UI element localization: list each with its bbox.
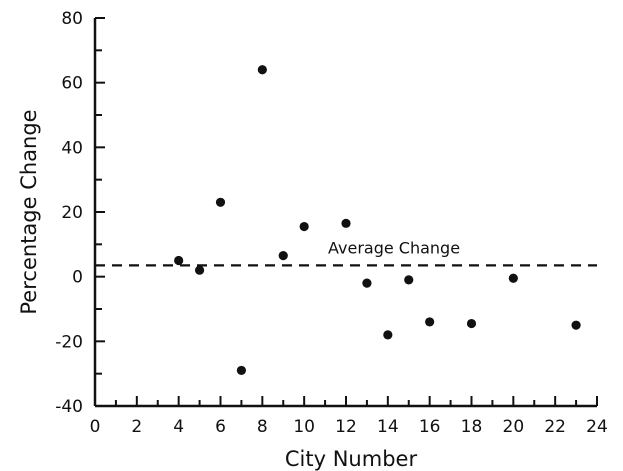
data-point [236,365,247,376]
ticks [94,17,598,407]
data-point [278,251,288,261]
data-point [571,320,581,330]
data-point [257,65,267,75]
y-tick-label: 60 [61,74,83,94]
axes [93,18,597,408]
data-point [466,318,477,329]
average-change-label: Average Change [328,238,460,257]
x-tick-label: 20 [503,417,525,437]
y-tick-label: 40 [61,138,83,158]
data-point [508,273,518,283]
y-tick-label: -40 [55,397,83,417]
y-tick-label: 0 [72,268,83,288]
x-tick-label: 4 [173,417,184,437]
x-tick-label: 2 [131,417,142,437]
x-tick-label: 16 [419,417,441,437]
data-point [383,330,393,340]
x-tick-label: 12 [335,417,357,437]
x-tick-label: 6 [215,417,226,437]
data-point [174,255,184,266]
data-point [425,317,435,327]
data-point [404,275,414,285]
data-point [362,278,372,288]
x-tick-label: 22 [544,417,566,437]
x-tick-label: 18 [461,417,483,437]
data-point [215,197,226,207]
x-tick-label: 8 [257,417,268,437]
y-tick-label: 80 [61,9,83,29]
x-axis-title: City Number [285,447,418,471]
data-point [299,221,309,232]
data-point [194,265,205,275]
y-tick-label: -20 [55,332,83,352]
x-tick-label: 24 [586,417,608,437]
data-points [174,65,581,376]
x-tick-label: 14 [377,417,399,437]
y-tick-label: 20 [61,203,83,223]
x-tick-label: 10 [293,417,315,437]
y-axis-title: Percentage Change [17,109,41,314]
x-tick-label: 0 [90,417,101,437]
data-point [341,218,351,228]
